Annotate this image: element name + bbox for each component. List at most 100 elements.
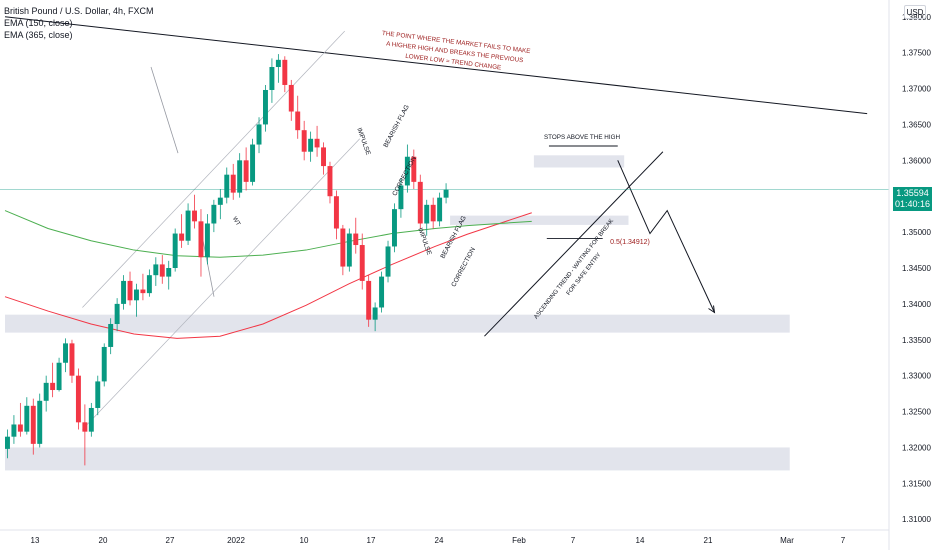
x-tick-label: 10 [300,536,309,545]
y-tick-label: 1.33000 [902,372,931,381]
trendline-ascending-support [484,151,664,337]
y-tick-label: 1.32500 [902,408,931,417]
candle [411,149,417,190]
candle [359,233,365,290]
candle-body [24,405,30,432]
candle-body [392,209,397,247]
candle-body [63,343,68,363]
ascending-trend-note-1: ASCENDING TREND - WAITING FOR BREAK [533,218,615,320]
y-tick-label: 1.33500 [902,336,931,345]
x-tick-label: 17 [367,536,376,545]
candle [250,138,256,186]
projection-arrowhead [708,305,716,314]
candle [379,271,385,313]
candle [17,402,23,437]
channel-label: WT [231,216,241,227]
candle [56,357,62,392]
candle-body [82,422,88,432]
candle-body [301,130,307,152]
candle-body [192,210,197,222]
ema-line [4,212,532,339]
candle [230,163,236,200]
candle-body [108,323,114,347]
candle-body [211,204,217,224]
candle-body [379,276,385,308]
candle [63,338,68,373]
candle [166,260,172,290]
symbol-title[interactable]: British Pound / U.S. Dollar, 4h, FXCM [4,6,154,16]
x-tick-label: 20 [99,536,108,545]
candle [385,240,391,283]
candle-body [172,233,178,268]
candle-body [127,280,133,301]
candle [243,147,249,191]
candle-body [159,264,165,277]
candle-body [198,221,204,258]
candle-body [224,174,230,198]
candle-body [37,400,43,444]
supply-demand-zone [5,447,790,471]
ema-150-label[interactable]: EMA (150, close) [4,18,73,28]
candle-body [282,59,288,85]
y-tick-label: 1.36500 [902,120,931,129]
candle [398,178,404,218]
y-tick-label: 1.34000 [902,300,931,309]
candle [217,189,223,220]
candle-body [88,407,94,432]
candle [301,120,307,161]
candle [321,142,326,175]
y-tick-label: 1.31500 [902,479,931,488]
supply-demand-zone [533,155,625,168]
candle [424,199,430,236]
candle [95,375,101,416]
candle [127,271,133,306]
candle-body [385,246,391,277]
candle [443,183,449,204]
candle-body [256,124,262,145]
candle [269,58,275,103]
candle [404,144,410,193]
trendline-channel-upper [82,30,345,308]
candle-body [69,343,75,376]
last-price-badge: 1.35594 01:40:16 [893,187,932,211]
candle [101,343,107,387]
bar-countdown: 01:40:16 [894,199,931,209]
candle-body [398,185,404,210]
candle [69,339,75,383]
candle-body [134,289,139,301]
candle-body [288,84,294,112]
candle-body [166,268,172,277]
candle [30,398,36,455]
candle [353,217,359,254]
candle-body [243,160,249,182]
candle [282,56,288,93]
candle [204,214,210,265]
ema-365-label[interactable]: EMA (365, close) [4,30,73,40]
candle-body [230,174,236,193]
y-tick-label: 1.35000 [902,228,931,237]
x-tick-label: 14 [636,536,645,545]
candle [430,197,436,229]
candle [366,275,372,327]
y-tick-label: 1.36000 [902,156,931,165]
supply-demand-zone [450,215,629,225]
correction-label-2: CORRECTION [450,246,477,288]
candle-body [366,280,372,320]
candle-body [269,67,275,90]
y-tick-label: 1.37500 [902,49,931,58]
candle-body [153,264,159,276]
supply-demand-zone [5,314,790,333]
currency-badge[interactable]: USD [904,5,926,19]
candle-body [359,245,365,281]
candle-body [217,197,223,205]
candle-body [372,307,378,320]
candle [308,131,314,162]
candle [153,257,159,286]
candle-body [95,381,101,408]
y-tick-label: 1.37000 [902,85,931,94]
candle-body [101,346,107,382]
candle [417,174,423,229]
candle [288,79,294,121]
candle-body [204,223,210,258]
